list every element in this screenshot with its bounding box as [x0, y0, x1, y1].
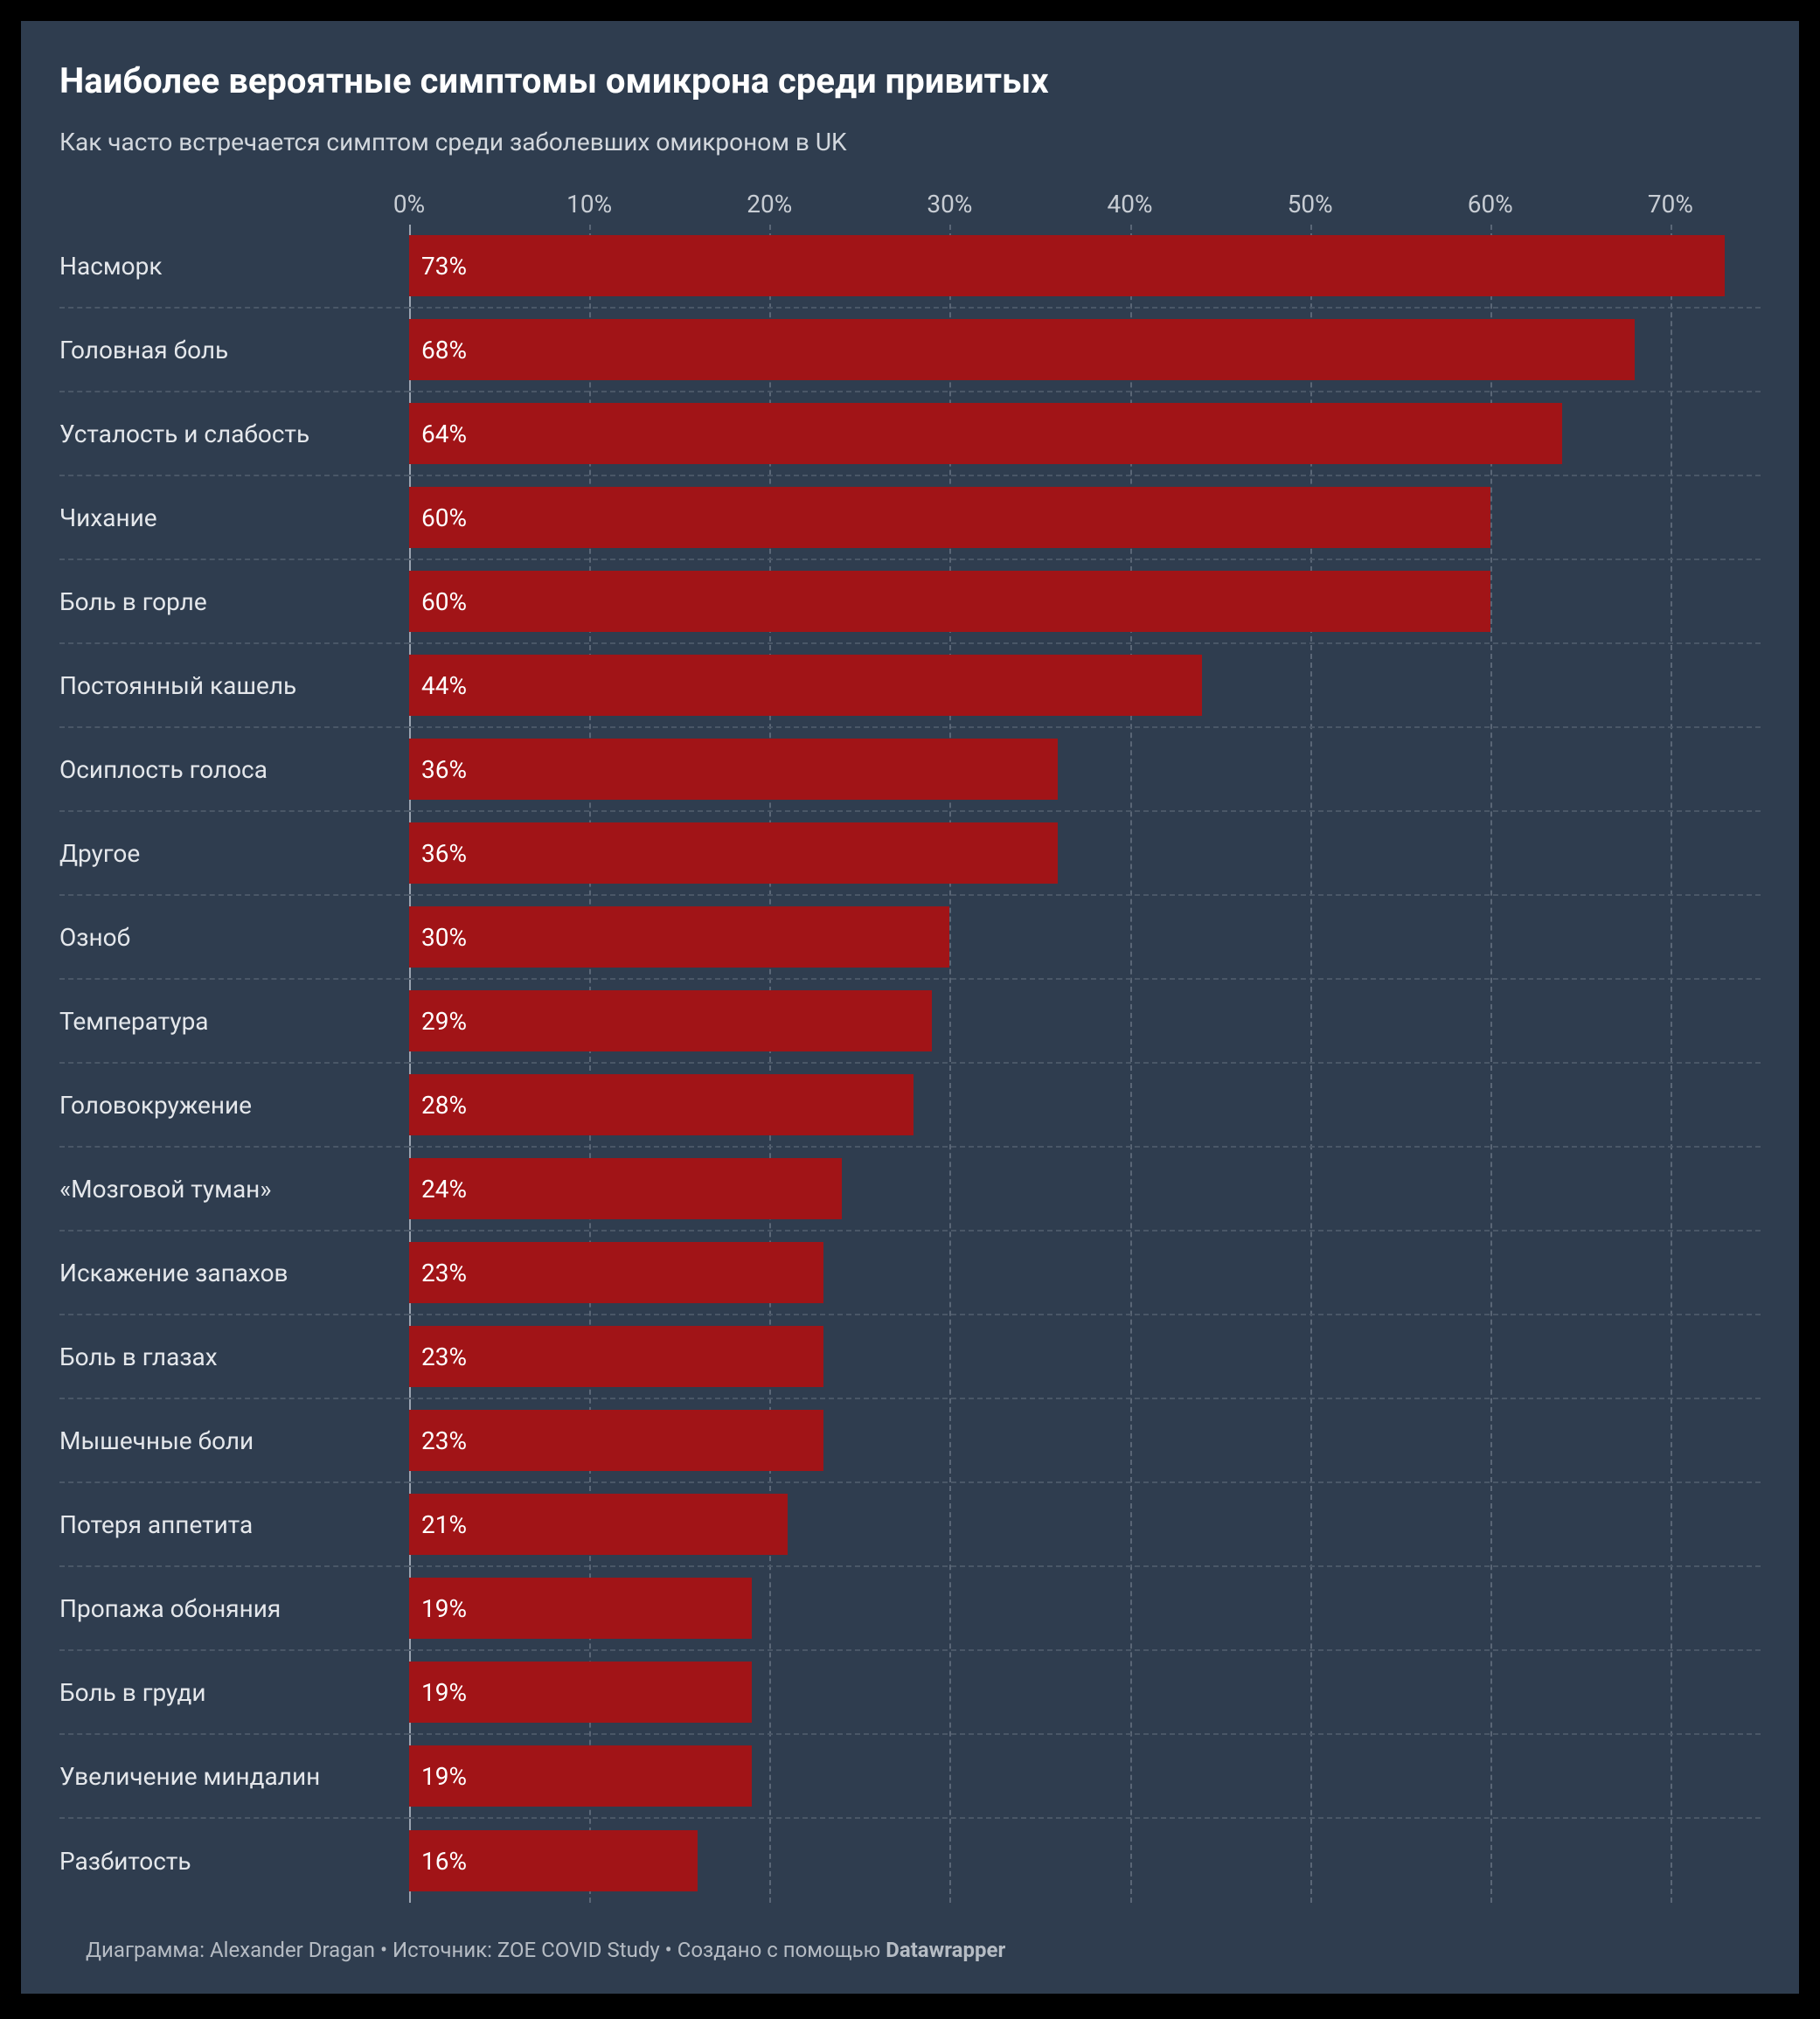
bar: 60% — [409, 487, 1490, 548]
bar: 28% — [409, 1074, 913, 1135]
bar: 36% — [409, 822, 1058, 884]
axis-tick-label: 0% — [393, 190, 425, 219]
row-label: Боль в горле — [59, 560, 409, 644]
bar: 60% — [409, 571, 1490, 632]
bar: 19% — [409, 1745, 752, 1807]
row-bar-cell: 19% — [409, 1567, 1761, 1651]
row-label: Температура — [59, 980, 409, 1064]
chart-title: Наиболее вероятные симптомы омикрона сре… — [59, 59, 1761, 103]
bar-value: 28% — [409, 1091, 467, 1120]
bar: 68% — [409, 319, 1635, 380]
row-label: Увеличение миндалин — [59, 1735, 409, 1819]
chart-area: 0% 10% 20% 30% 40% 50% 60% 70% Насморк73%Головн… — [59, 181, 1761, 1903]
bars-region: Насморк73%Головная боль68%Усталость и сл… — [59, 225, 1761, 1903]
bar: 24% — [409, 1158, 842, 1219]
axis-tick-label: 60% — [1468, 190, 1513, 219]
axis-tick-label: 20% — [747, 190, 792, 219]
row-bar-cell: 44% — [409, 644, 1761, 728]
row-label: Пропажа обоняния — [59, 1567, 409, 1651]
axis-tick-label: 70% — [1648, 190, 1693, 219]
bar-value: 29% — [409, 1007, 467, 1036]
row-bar-cell: 23% — [409, 1399, 1761, 1483]
row-label: Озноб — [59, 896, 409, 980]
bar-value: 60% — [409, 503, 467, 532]
row-bar-cell: 16% — [409, 1819, 1761, 1903]
row-label: Боль в груди — [59, 1651, 409, 1735]
row-label: Другое — [59, 812, 409, 896]
row-label: Чихание — [59, 476, 409, 560]
row-bar-cell: 64% — [409, 392, 1761, 476]
chart-footer: Диаграмма: Alexander Dragan • Источник: … — [59, 1938, 1761, 1962]
row-label: Разбитость — [59, 1819, 409, 1903]
bar-value: 24% — [409, 1175, 467, 1204]
footer-attribution: Datawrapper — [886, 1938, 1005, 1962]
row-bar-cell: 30% — [409, 896, 1761, 980]
row-label: Боль в глазах — [59, 1315, 409, 1399]
chart-panel: Наиболее вероятные симптомы омикрона сре… — [21, 21, 1799, 1994]
row-bar-cell: 73% — [409, 225, 1761, 309]
row-bar-cell: 21% — [409, 1483, 1761, 1567]
row-label: Осиплость голоса — [59, 728, 409, 812]
row-label: Потеря аппетита — [59, 1483, 409, 1567]
row-bar-cell: 23% — [409, 1232, 1761, 1315]
row-bar-cell: 68% — [409, 309, 1761, 392]
row-bar-cell: 36% — [409, 728, 1761, 812]
row-label: Усталость и слабость — [59, 392, 409, 476]
bar: 23% — [409, 1410, 823, 1471]
bar-value: 23% — [409, 1259, 467, 1287]
bar: 19% — [409, 1578, 752, 1639]
bar-value: 23% — [409, 1343, 467, 1371]
row-label: Насморк — [59, 225, 409, 309]
axis-tick-label: 10% — [566, 190, 612, 219]
bar: 16% — [409, 1830, 698, 1891]
bar: 21% — [409, 1494, 788, 1555]
bar-value: 36% — [409, 839, 467, 868]
chart-subtitle: Как часто встречается симптом среди забо… — [59, 128, 1761, 156]
row-label: Искажение запахов — [59, 1232, 409, 1315]
bar-value: 19% — [409, 1594, 467, 1623]
bar-value: 19% — [409, 1678, 467, 1707]
bar: 36% — [409, 739, 1058, 800]
footer-text: Диаграмма: Alexander Dragan • Источник: … — [86, 1938, 886, 1962]
bar: 73% — [409, 235, 1725, 296]
row-bar-cell: 24% — [409, 1148, 1761, 1232]
bar-value: 44% — [409, 671, 467, 700]
row-bar-cell: 60% — [409, 476, 1761, 560]
bar-value: 19% — [409, 1762, 467, 1791]
bar: 23% — [409, 1242, 823, 1303]
x-axis: 0%10%20%30%40%50%60%70% — [409, 181, 1761, 225]
row-label: Мышечные боли — [59, 1399, 409, 1483]
bar: 30% — [409, 906, 949, 968]
bar-value: 36% — [409, 755, 467, 784]
axis-tick-label: 50% — [1288, 190, 1333, 219]
row-label: Головная боль — [59, 309, 409, 392]
row-bar-cell: 60% — [409, 560, 1761, 644]
bar-value: 64% — [409, 420, 467, 448]
axis-tick-label: 40% — [1108, 190, 1153, 219]
row-bar-cell: 19% — [409, 1651, 1761, 1735]
bar: 23% — [409, 1326, 823, 1387]
bar-value: 23% — [409, 1426, 467, 1455]
row-label: «Мозговой туман» — [59, 1148, 409, 1232]
axis-tick-label: 30% — [927, 190, 972, 219]
row-bar-cell: 36% — [409, 812, 1761, 896]
row-bar-cell: 28% — [409, 1064, 1761, 1148]
row-bar-cell: 19% — [409, 1735, 1761, 1819]
bar-value: 60% — [409, 587, 467, 616]
bar: 29% — [409, 990, 932, 1051]
bar: 44% — [409, 655, 1202, 716]
row-label: Головокружение — [59, 1064, 409, 1148]
row-bar-cell: 29% — [409, 980, 1761, 1064]
row-label: Постоянный кашель — [59, 644, 409, 728]
bar: 19% — [409, 1662, 752, 1723]
bar-value: 68% — [409, 336, 467, 364]
bar-value: 21% — [409, 1510, 467, 1539]
bar: 64% — [409, 403, 1562, 464]
bar-value: 16% — [409, 1847, 467, 1876]
bar-value: 73% — [409, 252, 467, 281]
bar-value: 30% — [409, 923, 467, 952]
row-bar-cell: 23% — [409, 1315, 1761, 1399]
